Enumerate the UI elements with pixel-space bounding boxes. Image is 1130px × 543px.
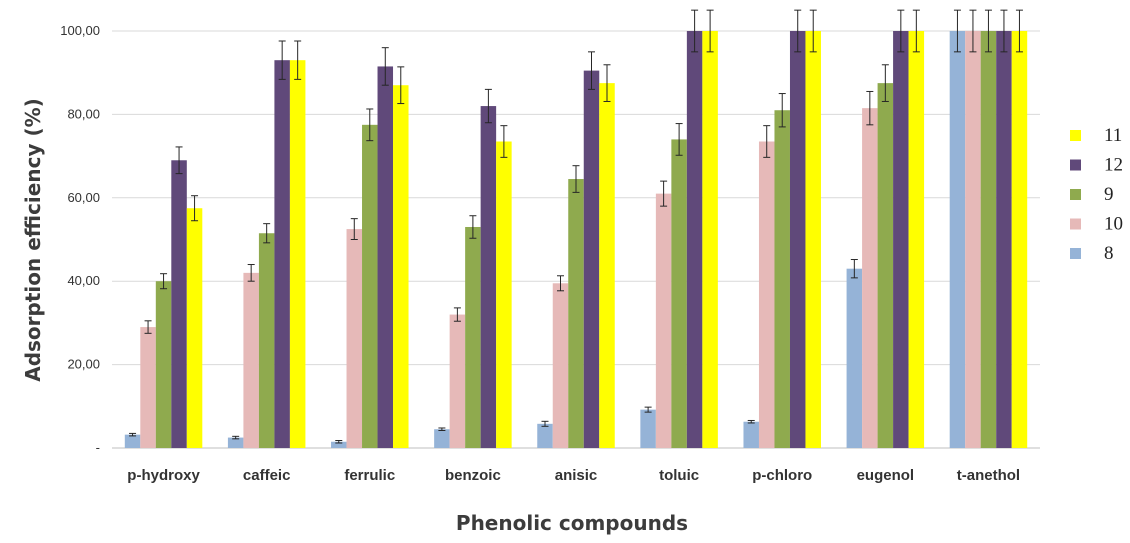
legend-label-11: 11 xyxy=(1104,125,1122,146)
bar-11-p-chloro xyxy=(805,31,821,448)
bar-11-toluic xyxy=(702,31,718,448)
bars xyxy=(125,31,1027,448)
x-axis-title: Phenolic compounds xyxy=(456,511,688,535)
bar-11-anisic xyxy=(599,83,615,448)
x-tick-label: anisic xyxy=(555,467,598,484)
bar-9-caffeic xyxy=(259,233,275,448)
bar-8-p-chloro xyxy=(743,422,759,448)
bar-11-benzoic xyxy=(496,142,512,448)
x-tick-label: p-hydroxy xyxy=(127,467,200,484)
bar-10-eugenol xyxy=(862,108,878,448)
legend-swatch-8 xyxy=(1070,248,1081,259)
bar-9-p-chloro xyxy=(774,110,790,448)
x-tick-label: caffeic xyxy=(243,467,291,484)
legend-swatch-12 xyxy=(1070,160,1081,171)
y-tick-label: - xyxy=(96,440,100,455)
legend-swatch-11 xyxy=(1070,130,1081,141)
bar-12-p-hydroxy xyxy=(171,160,187,448)
bar-12-caffeic xyxy=(274,60,290,448)
legend-label-12: 12 xyxy=(1104,155,1123,176)
y-tick-label: 100,00 xyxy=(60,23,100,38)
bar-12-ferrulic xyxy=(378,66,394,448)
y-tick-label: 80,00 xyxy=(67,106,100,121)
bar-10-toluic xyxy=(656,194,672,448)
legend-label-8: 8 xyxy=(1104,243,1114,264)
bar-12-toluic xyxy=(687,31,703,448)
bar-8-anisic xyxy=(537,424,553,448)
bar-9-toluic xyxy=(671,139,687,448)
bar-10-benzoic xyxy=(450,315,466,448)
x-tick-label: p-chloro xyxy=(752,467,812,484)
bar-11-p-hydroxy xyxy=(187,208,203,448)
bar-9-anisic xyxy=(568,179,584,448)
bar-9-eugenol xyxy=(878,83,894,448)
bar-12-anisic xyxy=(584,71,600,448)
bar-8-eugenol xyxy=(847,269,863,448)
bar-8-t-anethol xyxy=(950,31,966,448)
bar-9-benzoic xyxy=(465,227,481,448)
bar-10-p-hydroxy xyxy=(140,327,156,448)
legend-swatch-9 xyxy=(1070,189,1081,200)
bar-9-t-anethol xyxy=(981,31,997,448)
bar-12-t-anethol xyxy=(996,31,1012,448)
bar-12-benzoic xyxy=(481,106,497,448)
x-tick-label: eugenol xyxy=(857,467,915,484)
bar-8-p-hydroxy xyxy=(125,435,141,448)
y-tick-label: 20,00 xyxy=(67,357,100,372)
bar-10-t-anethol xyxy=(965,31,981,448)
y-tick-label: 40,00 xyxy=(67,273,100,288)
bar-11-t-anethol xyxy=(1012,31,1028,448)
x-tick-label: ferrulic xyxy=(344,467,395,484)
x-tick-label: t-anethol xyxy=(957,467,1020,484)
bar-9-p-hydroxy xyxy=(156,281,172,448)
bar-10-caffeic xyxy=(243,273,259,448)
y-axis-title: Adsorption efficiency (%) xyxy=(21,98,45,382)
bar-10-ferrulic xyxy=(347,229,363,448)
bar-11-eugenol xyxy=(909,31,925,448)
bar-8-benzoic xyxy=(434,429,450,448)
bar-8-toluic xyxy=(640,410,656,448)
x-tick-label: toluic xyxy=(659,467,699,484)
bar-10-p-chloro xyxy=(759,142,775,448)
bar-11-ferrulic xyxy=(393,85,409,448)
bar-9-ferrulic xyxy=(362,125,378,448)
legend-label-9: 9 xyxy=(1104,184,1114,205)
legend-swatch-10 xyxy=(1070,219,1081,230)
x-tick-label: benzoic xyxy=(445,467,501,484)
bar-12-eugenol xyxy=(893,31,909,448)
bar-10-anisic xyxy=(553,283,569,448)
legend-label-10: 10 xyxy=(1104,214,1123,235)
y-tick-label: 60,00 xyxy=(67,190,100,205)
legend: 11 12 9 10 8 xyxy=(1070,125,1123,264)
bar-11-caffeic xyxy=(290,60,306,448)
bar-12-p-chloro xyxy=(790,31,806,448)
